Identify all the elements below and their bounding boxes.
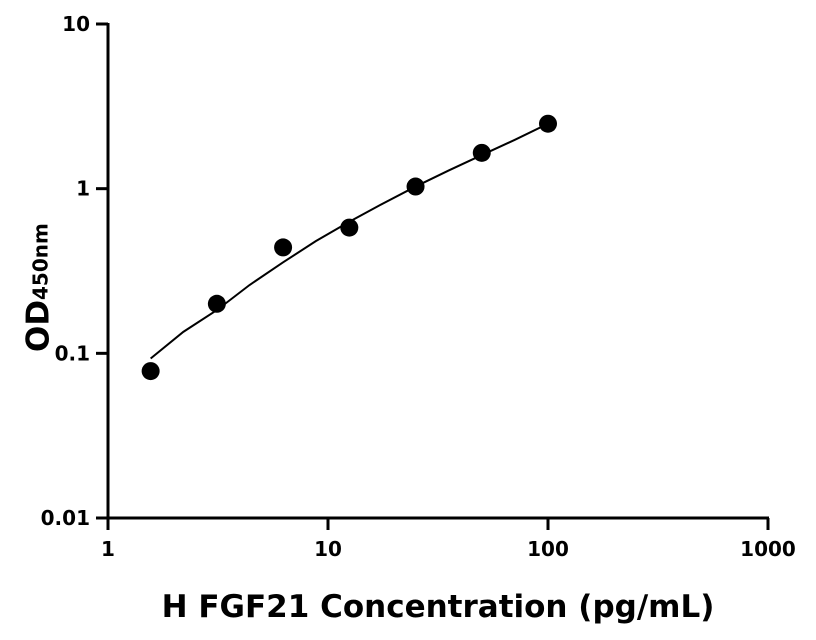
x-tick-label: 1000 <box>740 537 796 561</box>
y-tick-label: 10 <box>62 12 90 36</box>
data-point <box>340 218 359 237</box>
x-tick-label: 1 <box>101 537 115 561</box>
y-tick-label: 0.01 <box>41 506 90 530</box>
data-point <box>207 294 226 313</box>
y-tick-label: 0.1 <box>55 341 90 365</box>
x-tick-label: 10 <box>314 537 342 561</box>
y-axis-title: OD <box>21 300 57 352</box>
y-axis-title-subscript: 450nm <box>29 223 53 300</box>
data-point <box>274 238 293 257</box>
fit-curve <box>150 122 549 360</box>
y-tick-label: 1 <box>76 177 90 201</box>
x-axis-title: H FGF21 Concentration (pg/mL) <box>162 589 715 625</box>
data-point <box>141 362 160 381</box>
y-axis-title-group: OD 450nm <box>21 223 57 352</box>
x-tick-label: 100 <box>527 537 569 561</box>
